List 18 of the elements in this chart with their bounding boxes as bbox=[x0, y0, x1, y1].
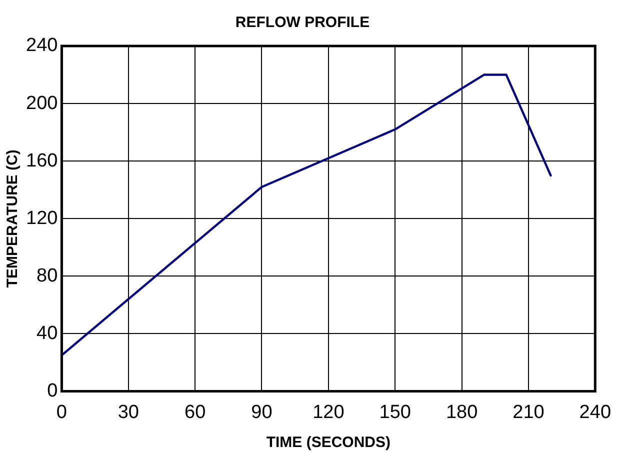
y-axis-title: TEMPERATURE (C) bbox=[4, 150, 22, 288]
chart-title: REFLOW PROFILE bbox=[235, 14, 370, 32]
x-tick-label: 90 bbox=[251, 402, 272, 423]
x-tick-label: 30 bbox=[118, 402, 139, 423]
x-tick-label: 150 bbox=[379, 402, 411, 423]
y-tick-label: 40 bbox=[36, 322, 58, 344]
y-tick-label: 80 bbox=[36, 265, 58, 286]
x-tick-label: 210 bbox=[512, 402, 544, 423]
y-tick-label: 160 bbox=[26, 150, 58, 172]
y-tick-label: 120 bbox=[26, 208, 58, 229]
y-tick-label: 0 bbox=[47, 380, 58, 402]
y-tick-label: 240 bbox=[26, 35, 58, 56]
x-tick-label: 180 bbox=[446, 402, 478, 423]
x-tick-label: 120 bbox=[312, 402, 344, 423]
x-axis-title: TIME (SECONDS) bbox=[266, 434, 391, 452]
x-tick-label: 60 bbox=[184, 402, 206, 423]
y-tick-label: 200 bbox=[26, 92, 58, 114]
x-tick-label: 240 bbox=[579, 402, 611, 423]
